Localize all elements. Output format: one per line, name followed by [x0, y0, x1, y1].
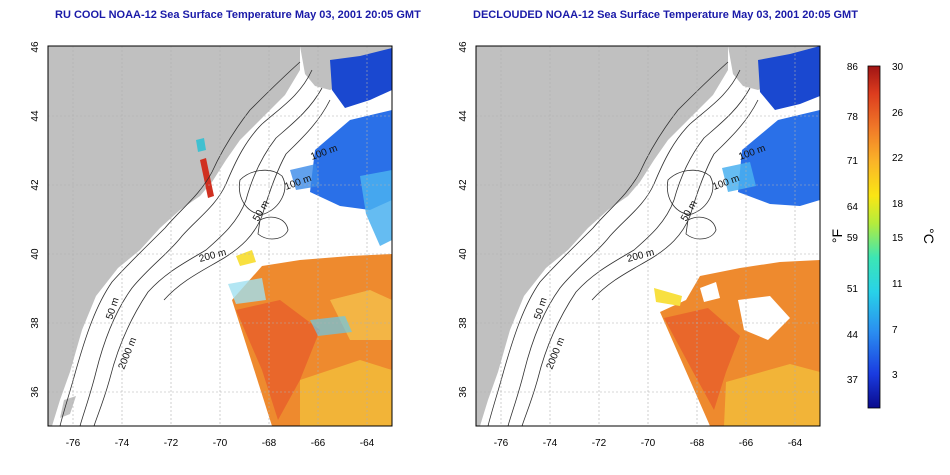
lon-tick: -64 — [360, 438, 375, 449]
fahrenheit-tick: 64 — [847, 202, 859, 213]
lat-tick: 40 — [458, 248, 469, 260]
land-mass — [476, 46, 728, 426]
fahrenheit-tick: 37 — [847, 375, 859, 386]
left-panel-title: RU COOL NOAA-12 Sea Surface Temperature … — [55, 9, 421, 21]
right-grid — [476, 46, 820, 426]
celsius-tick: 18 — [892, 199, 904, 210]
lon-tick: -66 — [311, 438, 326, 449]
lon-tick: -72 — [592, 438, 607, 449]
land-mass — [48, 46, 300, 426]
lat-tick: 46 — [30, 41, 41, 53]
lon-tick: -70 — [641, 438, 656, 449]
lat-tick: 38 — [458, 317, 469, 329]
celsius-tick: 30 — [892, 62, 904, 73]
celsius-tick: 7 — [892, 325, 898, 336]
fahrenheit-tick: 71 — [847, 156, 859, 167]
celsius-tick: 15 — [892, 233, 904, 244]
lat-tick: 38 — [30, 317, 41, 329]
lat-tick: 44 — [30, 110, 41, 122]
left-map-panel: 100 m 100 m 50 m 200 m 50 m 2000 m -76 -… — [30, 41, 393, 449]
lon-tick: -68 — [262, 438, 277, 449]
lon-tick: -74 — [543, 438, 558, 449]
fahrenheit-axis-label: °F — [829, 229, 845, 243]
lon-tick: -76 — [66, 438, 81, 449]
right-panel-title: DECLOUDED NOAA-12 Sea Surface Temperatur… — [473, 9, 858, 21]
fahrenheit-tick: 78 — [847, 112, 859, 123]
lon-tick: -68 — [690, 438, 705, 449]
temperature-colorbar: 86 78 71 64 59 51 44 37 30 26 22 18 15 1… — [829, 62, 937, 409]
colorbar-gradient — [867, 65, 881, 409]
celsius-tick: 3 — [892, 370, 898, 381]
right-map-panel: 100 m 100 m 50 m 200 m 50 m 2000 m -76 -… — [458, 41, 821, 449]
celsius-tick: 11 — [892, 279, 903, 290]
fahrenheit-tick: 44 — [847, 330, 859, 341]
lat-tick: 44 — [458, 110, 469, 122]
lat-tick: 46 — [458, 41, 469, 53]
lon-tick: -64 — [788, 438, 803, 449]
lat-tick: 42 — [458, 179, 469, 191]
lat-tick: 42 — [30, 179, 41, 191]
lat-tick: 36 — [30, 386, 41, 398]
left-bathymetry-contours — [59, 61, 331, 426]
celsius-tick: 22 — [892, 153, 904, 164]
fahrenheit-tick: 86 — [847, 62, 859, 73]
celsius-tick: 26 — [892, 108, 904, 119]
lon-tick: -66 — [739, 438, 754, 449]
lon-tick: -74 — [115, 438, 130, 449]
fahrenheit-tick: 59 — [847, 233, 859, 244]
right-bathymetry-contours — [487, 61, 759, 426]
lon-tick: -76 — [494, 438, 509, 449]
left-grid — [48, 46, 392, 426]
lat-tick: 40 — [30, 248, 41, 260]
lat-tick: 36 — [458, 386, 469, 398]
fahrenheit-tick: 51 — [847, 284, 859, 295]
lon-tick: -70 — [213, 438, 228, 449]
celsius-axis-label: °C — [921, 228, 937, 244]
cold-water-region — [738, 110, 820, 206]
lon-tick: -72 — [164, 438, 179, 449]
